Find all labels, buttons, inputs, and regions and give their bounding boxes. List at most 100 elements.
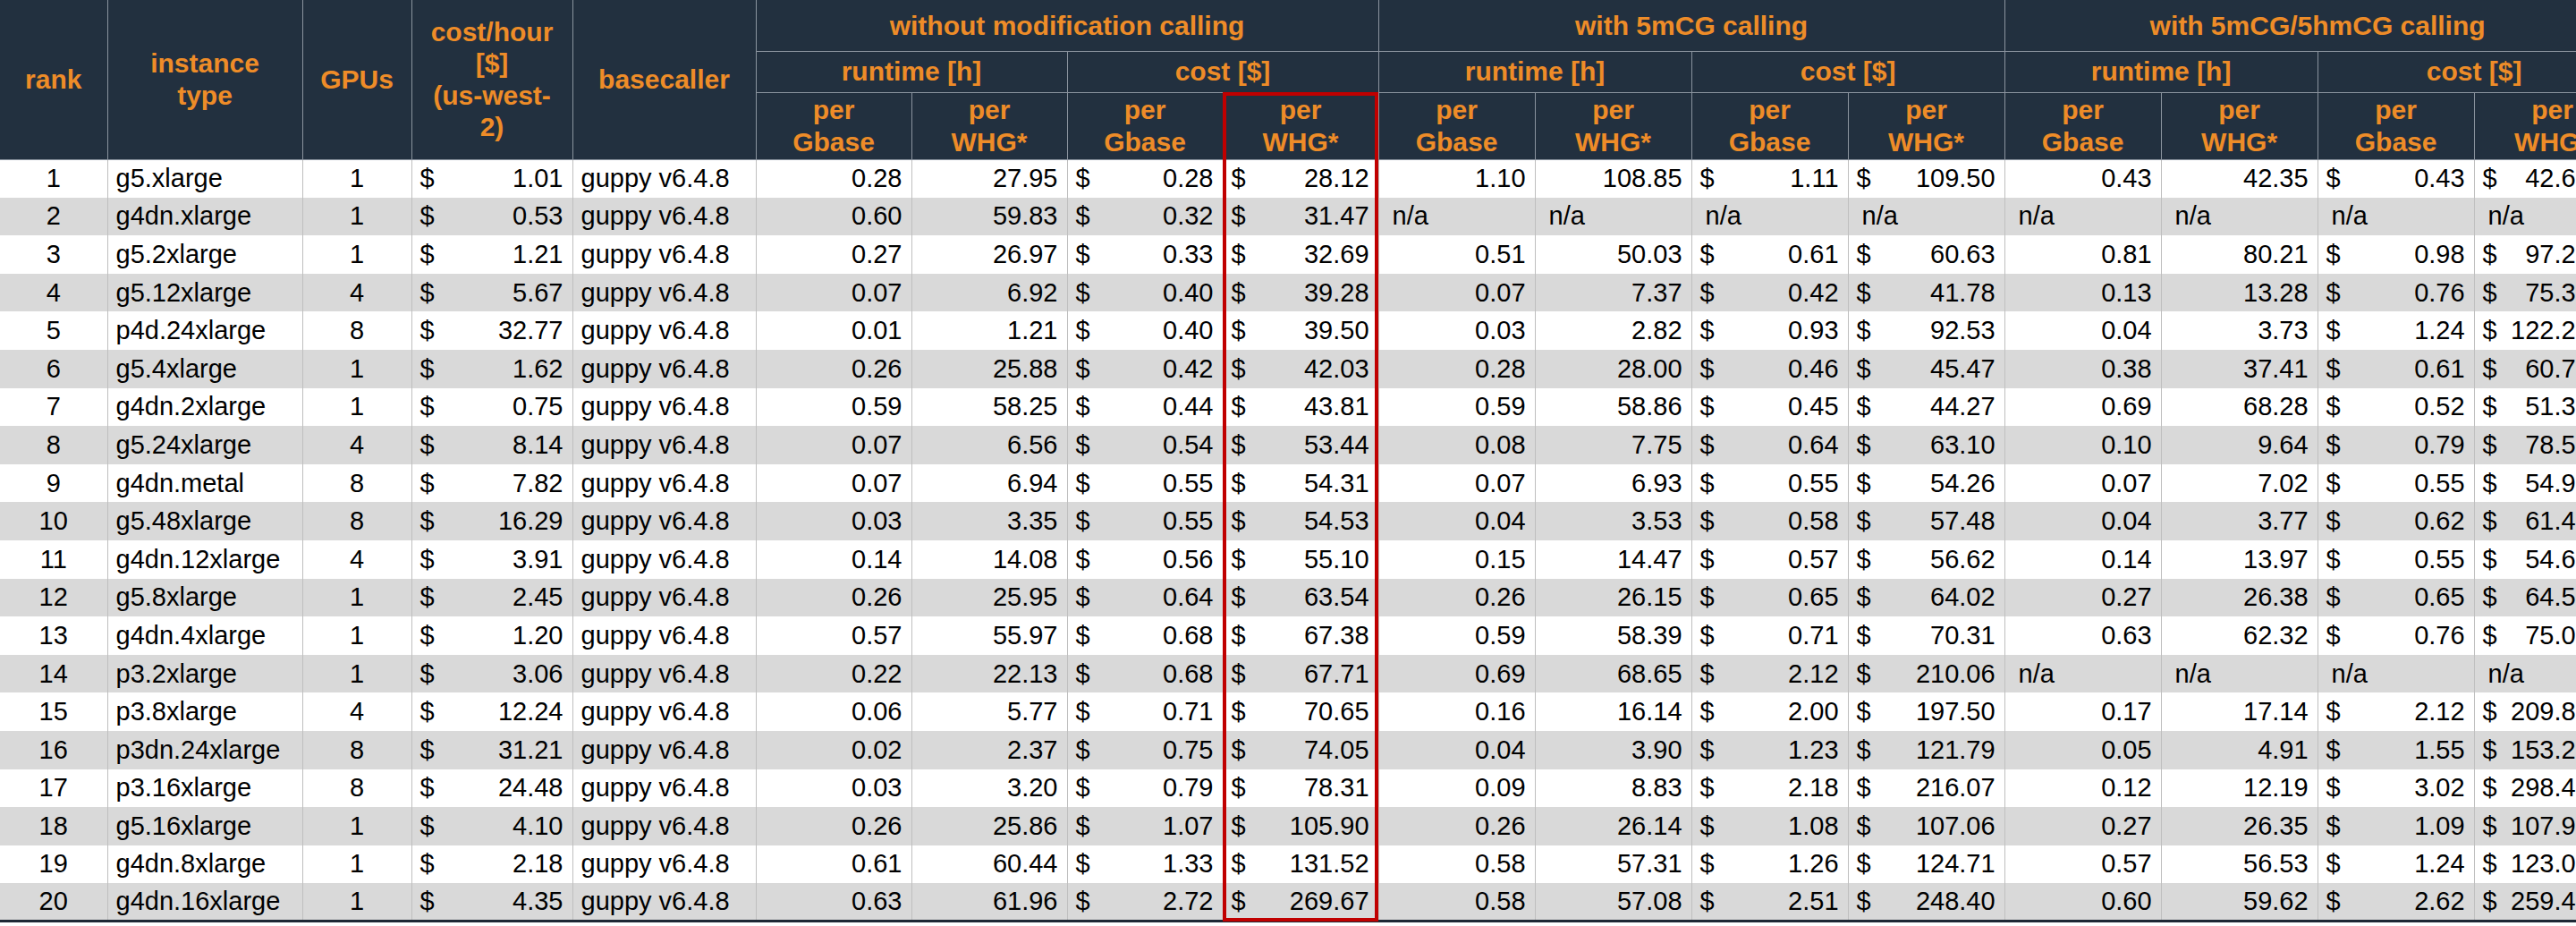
subheader-cost-g3: cost [$] — [2318, 51, 2576, 92]
currency-symbol: $ — [1700, 469, 1715, 498]
currency-symbol: $ — [1076, 887, 1090, 916]
cell-instance-type: g4dn.xlarge — [107, 198, 302, 236]
cell-hm5-cost-per-gbase-value: 2.62 — [2414, 887, 2464, 916]
cell-hm5-cost-per-whg: $75.0 — [2474, 616, 2576, 655]
cell-gpus: 1 — [302, 616, 411, 655]
cell-gpus: 1 — [302, 845, 411, 884]
cell-wo-runtime-per-whg: 22.13 — [911, 655, 1067, 693]
cell-wo-cost-per-gbase: $0.68 — [1067, 616, 1223, 655]
currency-symbol: $ — [420, 735, 435, 765]
cell-cost-per-hour-value: 1.01 — [513, 164, 563, 193]
currency-symbol: $ — [2483, 278, 2497, 308]
cell-hm5-runtime-per-gbase: 0.07 — [2004, 464, 2161, 503]
cell-m5-runtime-per-whg: 28.00 — [1535, 350, 1691, 388]
cell-m5-runtime-per-gbase: 0.59 — [1378, 388, 1535, 427]
currency-symbol: $ — [2483, 849, 2497, 879]
cell-m5-runtime-per-whg: 57.08 — [1535, 883, 1691, 922]
cell-wo-cost-per-whg: $269.67 — [1223, 883, 1378, 922]
currency-symbol: $ — [2483, 697, 2497, 726]
cell-hm5-cost-per-gbase: $0.62 — [2318, 502, 2474, 540]
cell-hm5-runtime-per-whg: 59.62 — [2161, 883, 2318, 922]
cell-wo-cost-per-whg: $42.03 — [1223, 350, 1378, 388]
cell-wo-runtime-per-gbase: 0.06 — [756, 692, 911, 731]
header-instance-type: instance type — [107, 0, 302, 159]
cell-cost-per-hour: $0.53 — [411, 198, 572, 236]
cell-basecaller: guppy v6.4.8 — [572, 579, 756, 617]
cell-basecaller: guppy v6.4.8 — [572, 274, 756, 312]
currency-symbol: $ — [2326, 240, 2341, 269]
cell-hm5-cost-per-whg-value: 78.5 — [2525, 430, 2575, 460]
cell-hm5-cost-per-gbase-value: 0.62 — [2414, 506, 2464, 536]
currency-symbol: $ — [1076, 621, 1090, 650]
cell-m5-cost-per-whg-value: 121.79 — [1916, 735, 1996, 765]
cell-m5-runtime-per-gbase: 0.26 — [1378, 579, 1535, 617]
cell-wo-runtime-per-gbase: 0.59 — [756, 388, 911, 427]
cell-m5-cost-per-gbase-value: 0.55 — [1788, 469, 1838, 498]
cell-wo-cost-per-whg: $39.50 — [1223, 311, 1378, 350]
currency-symbol: $ — [2483, 887, 2497, 916]
cell-hm5-cost-per-gbase: $0.61 — [2318, 350, 2474, 388]
cell-hm5-cost-per-whg-value: 122.2 — [2511, 316, 2576, 345]
cell-hm5-cost-per-gbase: $1.24 — [2318, 311, 2474, 350]
currency-symbol: $ — [420, 621, 435, 650]
currency-symbol: $ — [1232, 545, 1246, 574]
cell-rank: 20 — [0, 883, 107, 922]
cell-hm5-cost-per-whg-value: 75.3 — [2525, 278, 2575, 308]
cell-hm5-cost-per-whg: $209.8 — [2474, 692, 2576, 731]
colheader-per-whg: per WHG* — [1848, 92, 2004, 159]
currency-symbol: $ — [1232, 506, 1246, 536]
cell-hm5-cost-per-gbase-value: 0.65 — [2414, 582, 2464, 612]
cell-cost-per-hour: $12.24 — [411, 692, 572, 731]
cell-hm5-runtime-per-whg: 80.21 — [2161, 235, 2318, 274]
currency-symbol: $ — [2483, 430, 2497, 460]
cell-m5-cost-per-gbase: $0.42 — [1691, 274, 1848, 312]
cell-hm5-cost-per-whg-value: 123.0 — [2511, 849, 2576, 879]
cell-m5-cost-per-whg: $70.31 — [1848, 616, 2004, 655]
currency-symbol: $ — [1076, 201, 1090, 231]
cell-wo-cost-per-whg: $28.12 — [1223, 159, 1378, 198]
table-row: 12g5.8xlarge1$2.45guppy v6.4.80.2625.95$… — [0, 579, 2576, 617]
cell-wo-runtime-per-whg: 6.92 — [911, 274, 1067, 312]
cell-wo-cost-per-whg: $70.65 — [1223, 692, 1378, 731]
cell-wo-runtime-per-gbase: 0.03 — [756, 502, 911, 540]
cell-wo-runtime-per-whg: 3.35 — [911, 502, 1067, 540]
cell-m5-runtime-per-whg: 26.14 — [1535, 807, 1691, 845]
cell-wo-cost-per-gbase: $1.33 — [1067, 845, 1223, 884]
header-basecaller: basecaller — [572, 0, 756, 159]
cell-hm5-cost-per-gbase: $2.62 — [2318, 883, 2474, 922]
cell-instance-type: g4dn.metal — [107, 464, 302, 503]
currency-symbol: $ — [1857, 735, 1871, 765]
cell-hm5-cost-per-whg: $61.4 — [2474, 502, 2576, 540]
cell-wo-runtime-per-whg: 2.37 — [911, 731, 1067, 769]
cell-wo-runtime-per-whg: 5.77 — [911, 692, 1067, 731]
cell-hm5-cost-per-gbase: n/a — [2318, 198, 2474, 236]
cell-wo-cost-per-whg-value: 74.05 — [1304, 735, 1369, 765]
cell-hm5-cost-per-gbase-value: 0.43 — [2414, 164, 2464, 193]
cell-m5-runtime-per-whg: 26.15 — [1535, 579, 1691, 617]
cell-cost-per-hour-value: 24.48 — [498, 773, 564, 803]
cell-cost-per-hour-value: 0.75 — [513, 392, 563, 421]
cell-wo-runtime-per-gbase: 0.07 — [756, 274, 911, 312]
cell-cost-per-hour-value: 1.21 — [513, 240, 563, 269]
cell-hm5-cost-per-whg-value: 75.0 — [2525, 621, 2575, 650]
cell-hm5-cost-per-whg-value: 61.4 — [2525, 506, 2575, 536]
cell-m5-runtime-per-whg: 50.03 — [1535, 235, 1691, 274]
cell-basecaller: guppy v6.4.8 — [572, 883, 756, 922]
currency-symbol: $ — [1700, 582, 1715, 612]
cell-hm5-runtime-per-whg: 3.73 — [2161, 311, 2318, 350]
cell-hm5-runtime-per-gbase: 0.38 — [2004, 350, 2161, 388]
cell-wo-cost-per-gbase: $0.40 — [1067, 274, 1223, 312]
cell-instance-type: g5.4xlarge — [107, 350, 302, 388]
cell-cost-per-hour: $16.29 — [411, 502, 572, 540]
cell-m5-runtime-per-whg: 6.93 — [1535, 464, 1691, 503]
currency-symbol: $ — [2326, 392, 2341, 421]
cell-m5-cost-per-whg-value: 109.50 — [1916, 164, 1996, 193]
cell-cost-per-hour: $2.18 — [411, 845, 572, 884]
cell-wo-cost-per-whg-value: 78.31 — [1304, 773, 1369, 803]
cell-gpus: 4 — [302, 426, 411, 464]
cell-hm5-cost-per-whg-value: 153.2 — [2511, 735, 2576, 765]
currency-symbol: $ — [2326, 164, 2341, 193]
currency-symbol: $ — [1232, 164, 1246, 193]
cell-wo-runtime-per-whg: 59.83 — [911, 198, 1067, 236]
colheader-per-whg: per WHG* — [1535, 92, 1691, 159]
